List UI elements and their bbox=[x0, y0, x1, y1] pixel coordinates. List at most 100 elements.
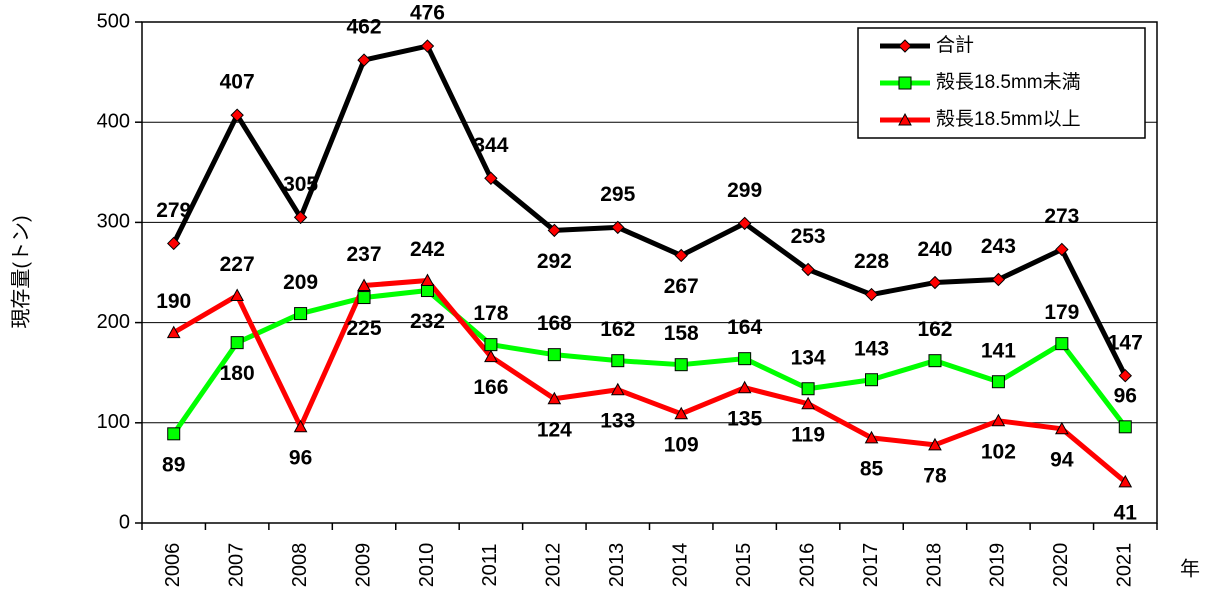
data-label: 292 bbox=[537, 250, 572, 273]
data-label: 462 bbox=[347, 16, 382, 39]
data-label: 78 bbox=[923, 464, 947, 487]
data-label: 133 bbox=[600, 409, 635, 432]
data-label: 166 bbox=[473, 376, 508, 399]
data-label: 85 bbox=[860, 457, 884, 480]
legend-label: 殻長18.5mm未満 bbox=[936, 71, 1081, 93]
x-tick-label: 2011 bbox=[479, 543, 501, 586]
data-label: 228 bbox=[854, 250, 889, 273]
x-tick-label: 2015 bbox=[733, 543, 755, 588]
data-label: 407 bbox=[220, 71, 255, 94]
point bbox=[738, 352, 752, 366]
point bbox=[865, 373, 879, 387]
y-tick-label: 0 bbox=[119, 511, 130, 533]
point bbox=[484, 349, 498, 363]
data-label: 162 bbox=[600, 318, 635, 341]
point bbox=[484, 338, 498, 352]
point bbox=[420, 39, 435, 53]
data-label: 158 bbox=[664, 322, 699, 345]
data-label: 141 bbox=[981, 339, 1016, 362]
data-label: 41 bbox=[1114, 501, 1138, 524]
x-tick-label: 2006 bbox=[162, 543, 184, 588]
data-label: 227 bbox=[220, 253, 255, 276]
x-tick-label: 2021 bbox=[1114, 543, 1136, 588]
point bbox=[1055, 421, 1069, 435]
point bbox=[547, 223, 562, 238]
data-label: 135 bbox=[727, 407, 762, 430]
x-tick-label: 2020 bbox=[1050, 543, 1072, 588]
point bbox=[674, 406, 689, 420]
point bbox=[420, 284, 434, 298]
data-label: 180 bbox=[220, 362, 255, 385]
x-tick-label: 2013 bbox=[606, 543, 628, 588]
point bbox=[801, 262, 815, 277]
data-label: 344 bbox=[473, 134, 508, 157]
point bbox=[1118, 420, 1132, 434]
x-axis-label: 年 bbox=[1180, 557, 1200, 580]
point bbox=[898, 112, 912, 126]
data-label: 162 bbox=[917, 318, 952, 341]
data-label: 109 bbox=[664, 433, 699, 456]
point bbox=[293, 210, 308, 225]
point bbox=[547, 348, 561, 362]
y-tick-label: 200 bbox=[97, 311, 130, 333]
data-label: 209 bbox=[283, 271, 318, 294]
data-label: 179 bbox=[1044, 301, 1079, 324]
data-label: 164 bbox=[727, 316, 762, 339]
point bbox=[167, 236, 181, 251]
point bbox=[991, 272, 1006, 287]
point bbox=[611, 354, 625, 368]
data-label: 476 bbox=[410, 2, 445, 25]
data-label: 124 bbox=[537, 418, 572, 441]
point bbox=[991, 413, 1006, 427]
y-axis-label: 現存量(トン) bbox=[9, 215, 32, 328]
point bbox=[166, 325, 181, 339]
data-label: 267 bbox=[664, 275, 699, 298]
data-label: 89 bbox=[162, 453, 185, 476]
data-label: 243 bbox=[981, 235, 1016, 258]
point bbox=[610, 382, 625, 396]
point bbox=[230, 336, 244, 350]
data-label: 253 bbox=[791, 225, 826, 248]
x-tick-label: 2016 bbox=[796, 543, 818, 588]
data-label: 232 bbox=[410, 310, 445, 333]
point bbox=[928, 275, 942, 290]
x-tick-label: 2019 bbox=[987, 543, 1009, 588]
x-tick-label: 2009 bbox=[352, 543, 374, 588]
data-label: 305 bbox=[283, 173, 318, 196]
x-tick-label: 2017 bbox=[860, 543, 882, 588]
data-label: 225 bbox=[347, 317, 382, 340]
point bbox=[1055, 337, 1069, 351]
point bbox=[898, 39, 912, 53]
y-tick-label: 100 bbox=[97, 411, 130, 433]
point bbox=[1118, 368, 1132, 383]
x-tick-label: 2014 bbox=[670, 543, 692, 588]
data-label: 242 bbox=[410, 238, 445, 261]
point bbox=[737, 216, 752, 231]
y-tick-label: 300 bbox=[97, 211, 130, 233]
legend-label: 殻長18.5mm以上 bbox=[936, 108, 1081, 130]
y-tick-label: 400 bbox=[97, 110, 130, 132]
data-label: 119 bbox=[791, 423, 825, 446]
x-tick-label: 2010 bbox=[416, 543, 438, 588]
series-line bbox=[172, 278, 1127, 484]
data-label: 240 bbox=[917, 238, 952, 261]
data-label: 279 bbox=[156, 199, 191, 222]
point bbox=[484, 171, 498, 186]
point bbox=[674, 358, 688, 372]
data-label: 178 bbox=[473, 302, 508, 325]
data-label: 237 bbox=[347, 243, 382, 266]
data-label: 94 bbox=[1050, 448, 1074, 471]
point bbox=[357, 53, 371, 67]
point bbox=[357, 278, 371, 292]
y-tick-label: 500 bbox=[97, 10, 130, 32]
series-line bbox=[171, 288, 1128, 436]
data-label: 143 bbox=[854, 337, 889, 360]
data-label: 190 bbox=[156, 290, 191, 313]
x-tick-label: 2012 bbox=[543, 543, 565, 588]
point bbox=[991, 375, 1005, 389]
data-label: 273 bbox=[1044, 205, 1079, 228]
data-label: 102 bbox=[981, 440, 1016, 463]
point bbox=[547, 391, 562, 405]
point bbox=[1118, 474, 1133, 488]
